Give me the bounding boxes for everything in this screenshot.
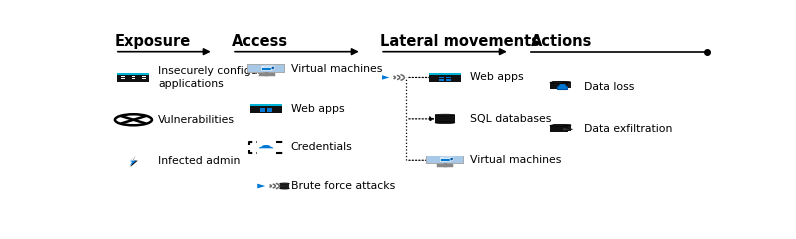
Bar — [259, 108, 265, 110]
Ellipse shape — [435, 114, 455, 116]
Bar — [267, 110, 272, 112]
Bar — [250, 104, 282, 106]
Text: Web apps: Web apps — [470, 72, 523, 82]
Bar — [259, 110, 265, 112]
Bar — [556, 86, 567, 89]
Bar — [142, 76, 146, 77]
Polygon shape — [440, 157, 453, 158]
Bar — [435, 115, 455, 123]
Bar — [261, 67, 271, 70]
Text: Actions: Actions — [531, 34, 593, 49]
Text: Infected admin: Infected admin — [158, 156, 240, 166]
Text: Insecurely configured
applications: Insecurely configured applications — [158, 66, 275, 89]
Bar — [429, 73, 461, 82]
Bar — [131, 78, 135, 79]
Ellipse shape — [435, 122, 455, 124]
Polygon shape — [257, 184, 265, 188]
Bar — [440, 158, 450, 161]
Text: Exposure: Exposure — [115, 34, 191, 49]
Text: SQL databases: SQL databases — [470, 114, 551, 124]
Bar — [550, 82, 568, 89]
Polygon shape — [563, 127, 572, 131]
Ellipse shape — [550, 125, 568, 126]
Bar — [142, 78, 146, 79]
Text: Brute force attacks: Brute force attacks — [291, 181, 395, 191]
Bar — [439, 77, 444, 78]
Polygon shape — [131, 155, 138, 167]
Polygon shape — [261, 66, 274, 67]
Bar — [446, 77, 451, 78]
Bar — [552, 82, 571, 88]
Polygon shape — [382, 75, 389, 80]
Circle shape — [262, 145, 270, 147]
Text: Credentials: Credentials — [291, 142, 353, 152]
Bar — [439, 79, 444, 81]
Bar — [248, 65, 283, 72]
Text: Access: Access — [232, 34, 288, 49]
Bar — [267, 108, 272, 110]
Circle shape — [115, 114, 152, 125]
Text: Lateral movements: Lateral movements — [380, 34, 540, 49]
Bar — [117, 73, 150, 75]
Bar — [121, 78, 125, 79]
Text: Virtual machines: Virtual machines — [470, 155, 561, 165]
Bar — [117, 73, 150, 82]
Text: Virtual machines: Virtual machines — [291, 64, 382, 74]
Bar — [427, 156, 462, 163]
Polygon shape — [130, 156, 137, 166]
Bar — [446, 79, 451, 81]
Bar — [279, 184, 289, 188]
Text: Data exfiltration: Data exfiltration — [583, 124, 672, 134]
Polygon shape — [271, 66, 274, 70]
Text: Data loss: Data loss — [583, 82, 634, 92]
Bar — [248, 64, 285, 73]
Ellipse shape — [550, 82, 568, 83]
Bar — [426, 156, 464, 164]
Bar — [429, 73, 461, 75]
Ellipse shape — [279, 188, 289, 189]
Ellipse shape — [552, 81, 571, 83]
Bar — [131, 76, 135, 77]
Bar — [550, 125, 568, 132]
Text: Vulnerabilities: Vulnerabilities — [158, 115, 235, 125]
Ellipse shape — [552, 124, 571, 126]
Bar — [250, 104, 282, 113]
Bar — [552, 125, 571, 131]
Polygon shape — [450, 157, 453, 161]
Text: Web apps: Web apps — [291, 104, 345, 114]
Polygon shape — [259, 146, 273, 148]
Ellipse shape — [279, 183, 289, 184]
Bar — [121, 76, 125, 77]
